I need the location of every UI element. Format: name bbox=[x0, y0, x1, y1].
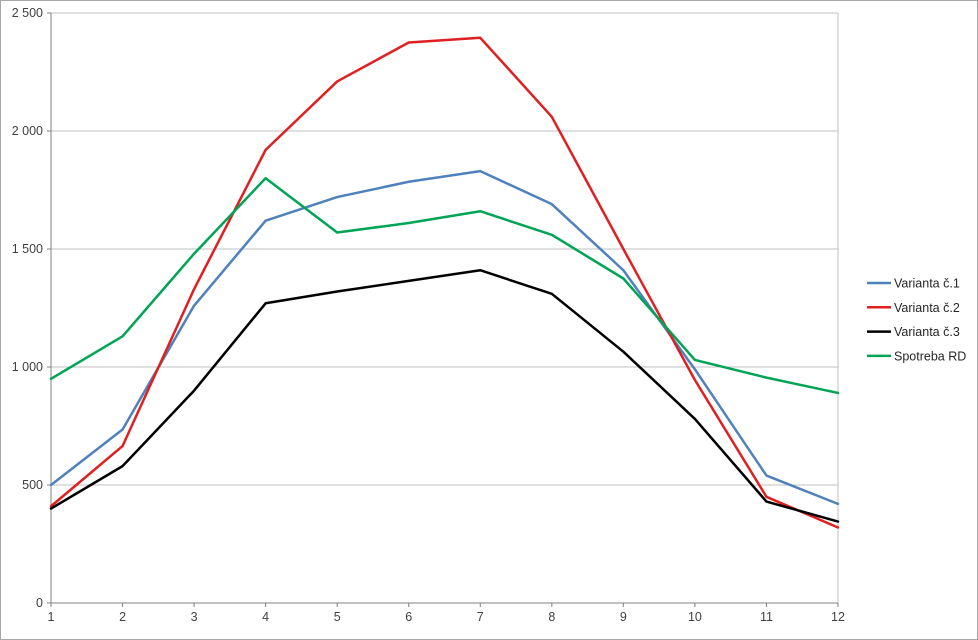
x-tick-label: 3 bbox=[191, 610, 198, 624]
legend-label: Varianta č.1 bbox=[894, 277, 960, 291]
legend-item-varianta-c-1[interactable]: Varianta č.1 bbox=[867, 277, 960, 291]
legend-item-varianta-c-2[interactable]: Varianta č.2 bbox=[867, 301, 960, 315]
x-tick-label: 11 bbox=[760, 610, 773, 624]
x-tick-label: 6 bbox=[405, 610, 412, 624]
y-tick-label: 0 bbox=[36, 596, 43, 610]
x-tick-label: 10 bbox=[688, 610, 702, 624]
y-tick-label: 1 500 bbox=[12, 242, 43, 256]
x-tick-label: 4 bbox=[262, 610, 269, 624]
x-tick-label: 7 bbox=[477, 610, 484, 624]
x-tick-label: 5 bbox=[334, 610, 341, 624]
series-line-varianta-c-2[interactable] bbox=[49, 36, 840, 529]
x-tick-label: 2 bbox=[119, 610, 126, 624]
legend-item-varianta-c-3[interactable]: Varianta č.3 bbox=[867, 325, 960, 339]
x-tick-label: 8 bbox=[548, 610, 555, 624]
legend-label: Varianta č.2 bbox=[894, 301, 960, 315]
x-tick-label: 9 bbox=[620, 610, 627, 624]
series-line-varianta-c-1[interactable] bbox=[49, 169, 840, 506]
legend-label: Varianta č.3 bbox=[894, 325, 960, 339]
legend-item-spotreba-rd[interactable]: Spotreba RD bbox=[867, 349, 966, 363]
y-tick-label: 2 500 bbox=[12, 6, 43, 20]
y-tick-label: 500 bbox=[22, 478, 43, 492]
x-tick-label: 1 bbox=[48, 610, 55, 624]
y-tick-label: 1 000 bbox=[12, 360, 43, 374]
x-tick-label: 12 bbox=[831, 610, 845, 624]
series-line-spotreba-rd[interactable] bbox=[49, 176, 840, 395]
legend-label: Spotreba RD bbox=[894, 349, 966, 363]
series-line-varianta-c-3[interactable] bbox=[49, 268, 840, 523]
y-tick-label: 2 000 bbox=[12, 124, 43, 138]
